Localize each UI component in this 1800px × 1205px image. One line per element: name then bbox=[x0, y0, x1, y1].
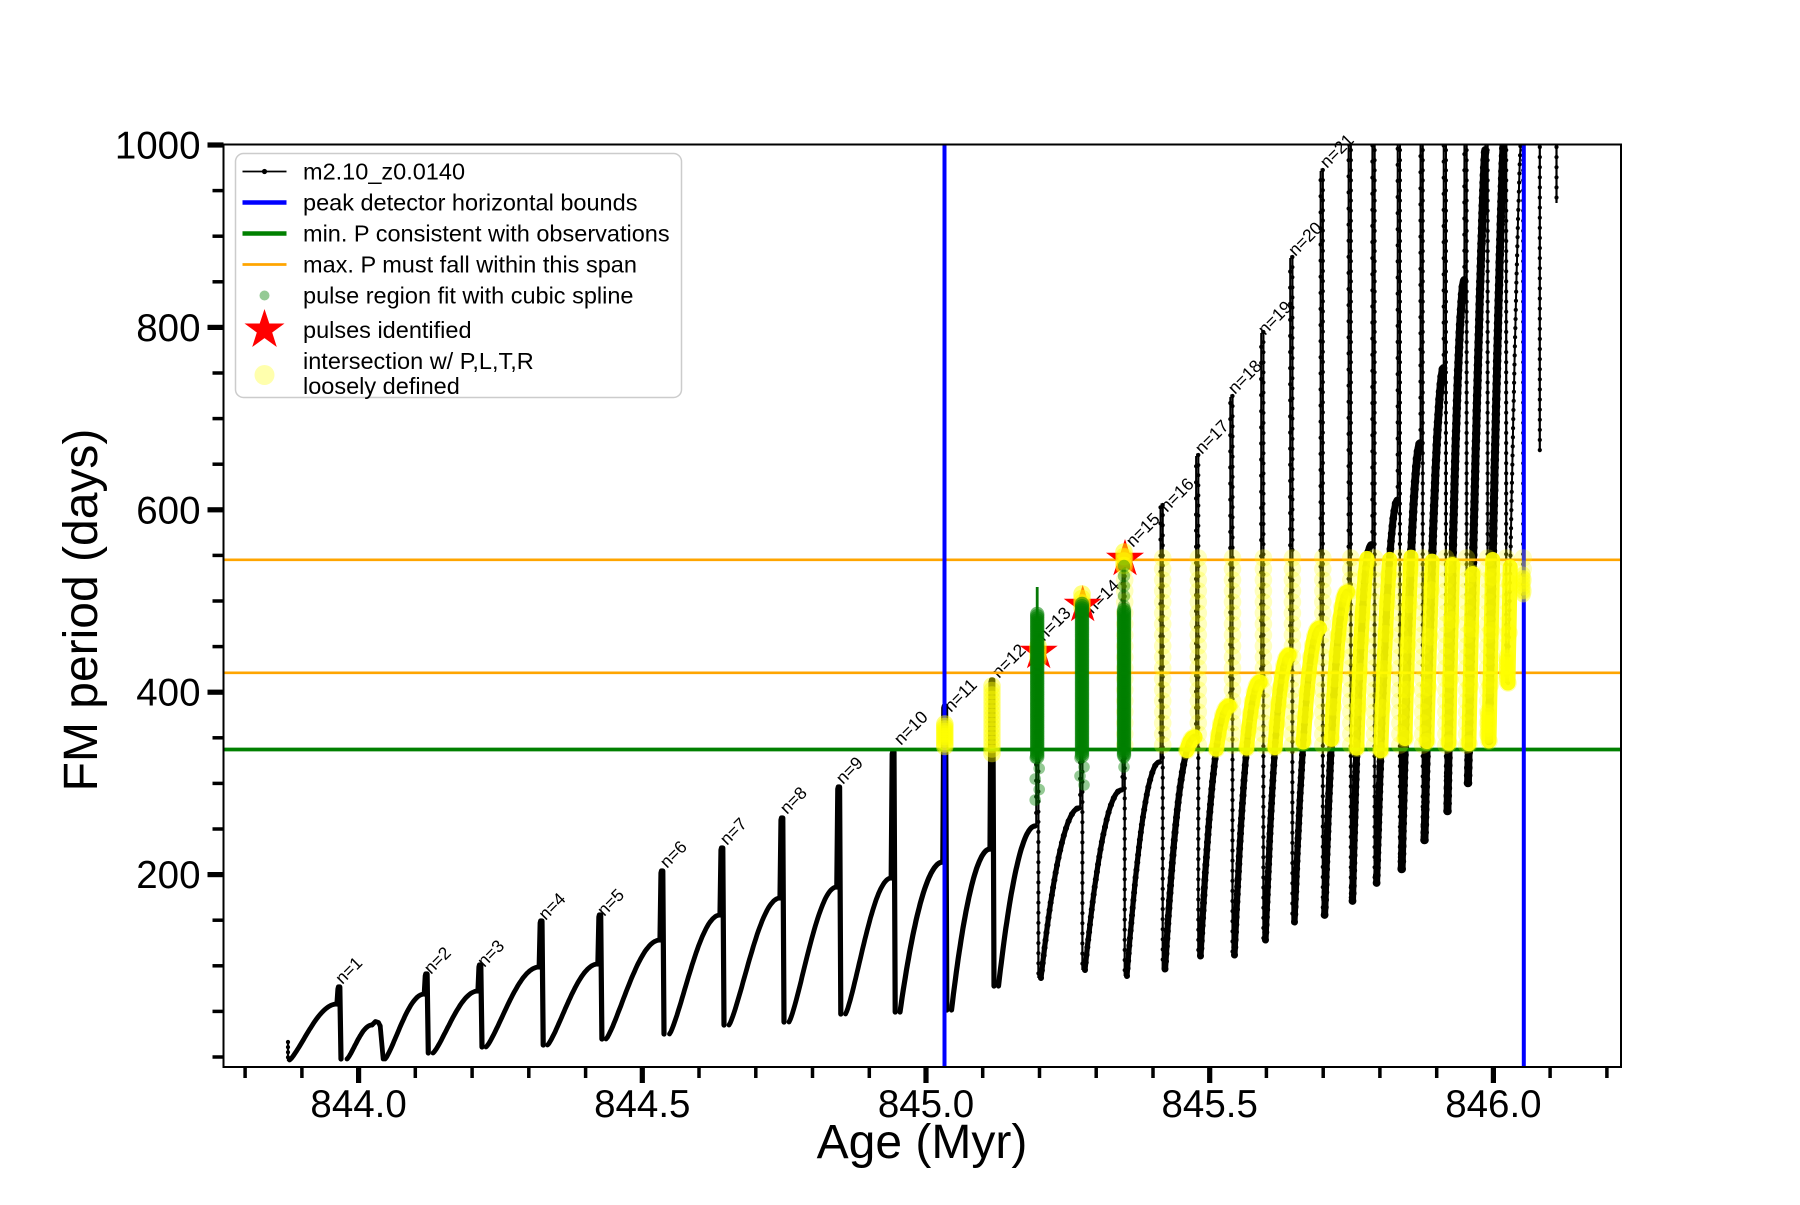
svg-text:m2.10_z0.0140: m2.10_z0.0140 bbox=[303, 159, 465, 185]
svg-text:loosely defined: loosely defined bbox=[303, 373, 460, 399]
svg-text:pulses identified: pulses identified bbox=[303, 317, 472, 343]
svg-text:peak detector horizontal bound: peak detector horizontal bounds bbox=[303, 190, 637, 216]
svg-text:845.5: 845.5 bbox=[1162, 1083, 1258, 1126]
svg-text:pulse region fit with cubic sp: pulse region fit with cubic spline bbox=[303, 283, 633, 309]
svg-text:400: 400 bbox=[136, 672, 200, 715]
svg-text:FM period (days): FM period (days) bbox=[55, 429, 108, 792]
svg-text:intersection w/ P,L,T,R: intersection w/ P,L,T,R bbox=[303, 348, 534, 374]
svg-text:1000: 1000 bbox=[115, 125, 201, 168]
svg-text:845.0: 845.0 bbox=[878, 1083, 974, 1126]
svg-text:800: 800 bbox=[136, 307, 200, 350]
svg-text:844.5: 844.5 bbox=[594, 1083, 690, 1126]
svg-text:max. P must fall within this s: max. P must fall within this span bbox=[303, 252, 637, 278]
svg-text:846.0: 846.0 bbox=[1445, 1083, 1541, 1126]
svg-text:844.0: 844.0 bbox=[310, 1083, 406, 1126]
svg-text:min. P consistent with observa: min. P consistent with observations bbox=[303, 221, 670, 247]
svg-text:600: 600 bbox=[136, 489, 200, 532]
svg-text:Age (Myr): Age (Myr) bbox=[817, 1116, 1028, 1169]
svg-text:200: 200 bbox=[136, 854, 200, 897]
